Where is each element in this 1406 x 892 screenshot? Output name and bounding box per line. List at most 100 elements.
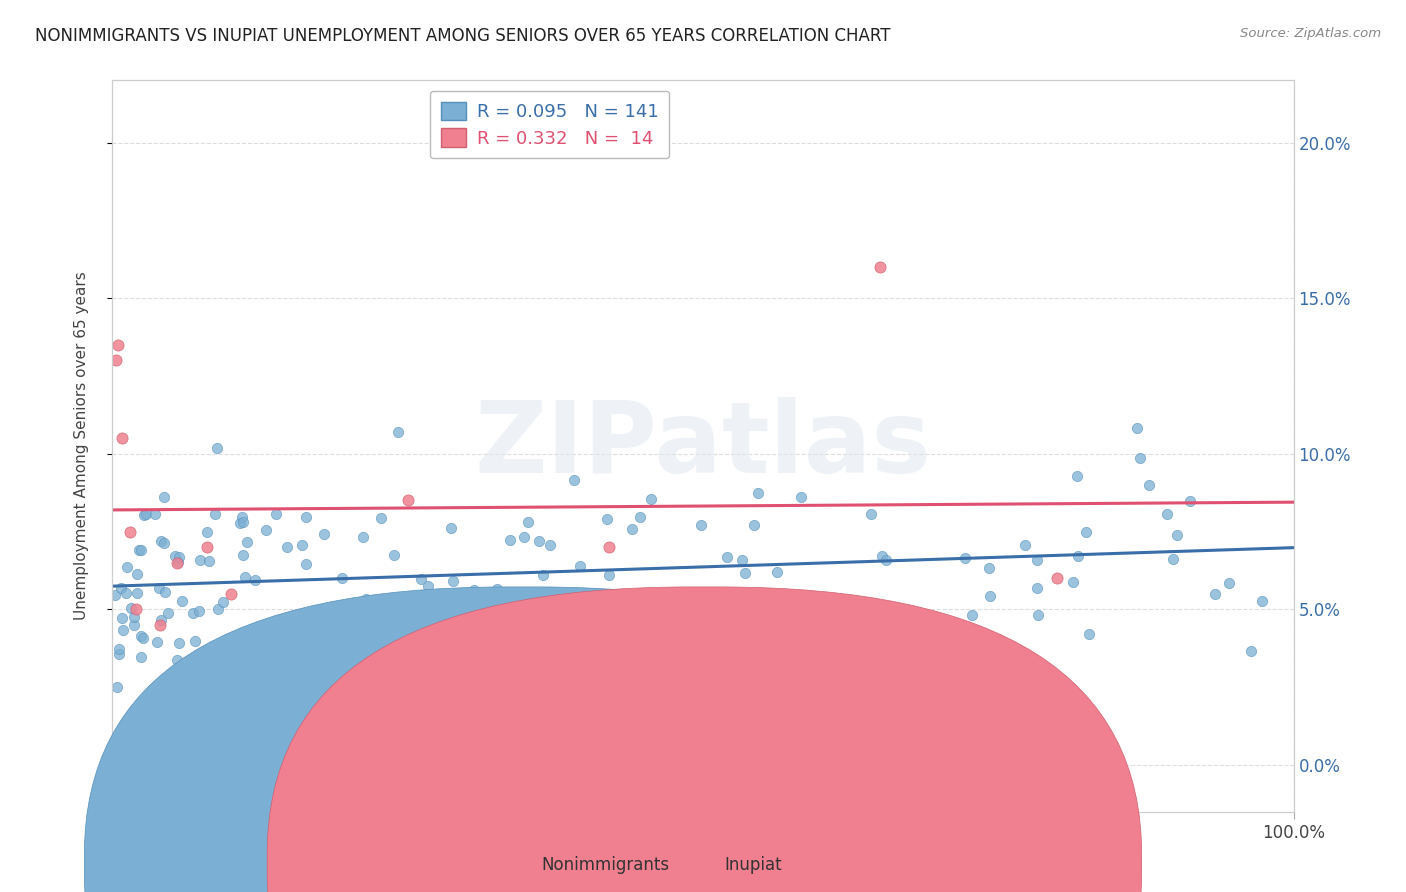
Point	[869, 260, 891, 274]
Point	[122, 609, 145, 624]
Point	[235, 535, 257, 549]
Point	[1178, 494, 1201, 508]
Point	[181, 606, 204, 620]
Point	[513, 530, 536, 544]
Point	[104, 588, 127, 602]
Point	[352, 530, 374, 544]
Point	[120, 600, 142, 615]
Point	[295, 557, 318, 571]
Point	[1014, 538, 1036, 552]
Point	[523, 625, 546, 640]
Legend: R = 0.095   N = 141, R = 0.332   N =  14: R = 0.095 N = 141, R = 0.332 N = 14	[430, 91, 669, 159]
Point	[330, 571, 353, 585]
Point	[163, 549, 186, 563]
Point	[204, 507, 226, 521]
Point	[1067, 549, 1090, 563]
Point	[765, 566, 787, 580]
Point	[112, 624, 135, 638]
Point	[214, 664, 236, 678]
Point	[1025, 581, 1047, 595]
Point	[870, 549, 893, 564]
Point	[1076, 525, 1098, 540]
Point	[731, 552, 754, 566]
Point	[254, 523, 277, 537]
Point	[742, 517, 765, 532]
Point	[110, 581, 132, 595]
Point	[169, 549, 191, 564]
Point	[1025, 553, 1047, 567]
Point	[219, 587, 242, 601]
Point	[875, 552, 897, 566]
Point	[105, 353, 128, 368]
Point	[153, 536, 176, 550]
Point	[562, 474, 585, 488]
Point	[336, 656, 359, 670]
Point	[420, 631, 443, 645]
Point	[122, 618, 145, 632]
Point	[111, 431, 134, 445]
Point	[166, 653, 188, 667]
Point	[538, 538, 561, 552]
Point	[509, 599, 531, 614]
Point	[499, 533, 522, 547]
Point	[246, 650, 269, 665]
Point	[734, 566, 756, 580]
Point	[1161, 552, 1184, 566]
Point	[524, 602, 547, 616]
Point	[264, 508, 287, 522]
Point	[747, 486, 769, 500]
Point	[131, 542, 153, 557]
Point	[876, 627, 898, 641]
Point	[125, 586, 148, 600]
Point	[640, 624, 662, 638]
Point	[690, 517, 713, 532]
Point	[183, 633, 205, 648]
Point	[132, 631, 155, 645]
Point	[1137, 477, 1160, 491]
Point	[1126, 420, 1149, 434]
Point	[290, 538, 312, 552]
Point	[342, 623, 364, 637]
Point	[1204, 587, 1226, 601]
Point	[1008, 658, 1031, 673]
Point	[125, 602, 148, 616]
Point	[949, 644, 972, 658]
Point	[1166, 528, 1188, 542]
Point	[228, 516, 250, 530]
Point	[108, 647, 131, 661]
Point	[232, 515, 254, 529]
Point	[167, 636, 190, 650]
Text: ZIPatlas: ZIPatlas	[475, 398, 931, 494]
Point	[859, 508, 882, 522]
Point	[129, 650, 152, 665]
Point	[157, 606, 180, 620]
Point	[172, 593, 194, 607]
Point	[1129, 451, 1152, 466]
Point	[979, 561, 1001, 575]
Point	[979, 589, 1001, 603]
Point	[517, 515, 540, 529]
Point	[129, 629, 152, 643]
Point	[319, 629, 342, 643]
Point	[1218, 576, 1240, 591]
Point	[485, 582, 508, 596]
Point	[108, 642, 131, 657]
Point	[128, 543, 150, 558]
Point	[195, 525, 218, 540]
Point	[114, 586, 136, 600]
Point	[120, 524, 142, 539]
Point	[207, 601, 229, 615]
Point	[370, 510, 392, 524]
Point	[1062, 575, 1084, 590]
Point	[155, 584, 177, 599]
Point	[231, 510, 253, 524]
Point	[568, 559, 591, 574]
Point	[153, 490, 176, 504]
Point	[640, 492, 662, 507]
Point	[166, 555, 188, 569]
Point	[143, 508, 166, 522]
Point	[115, 559, 138, 574]
Point	[150, 533, 173, 548]
Point	[440, 521, 463, 535]
Point	[232, 548, 254, 562]
